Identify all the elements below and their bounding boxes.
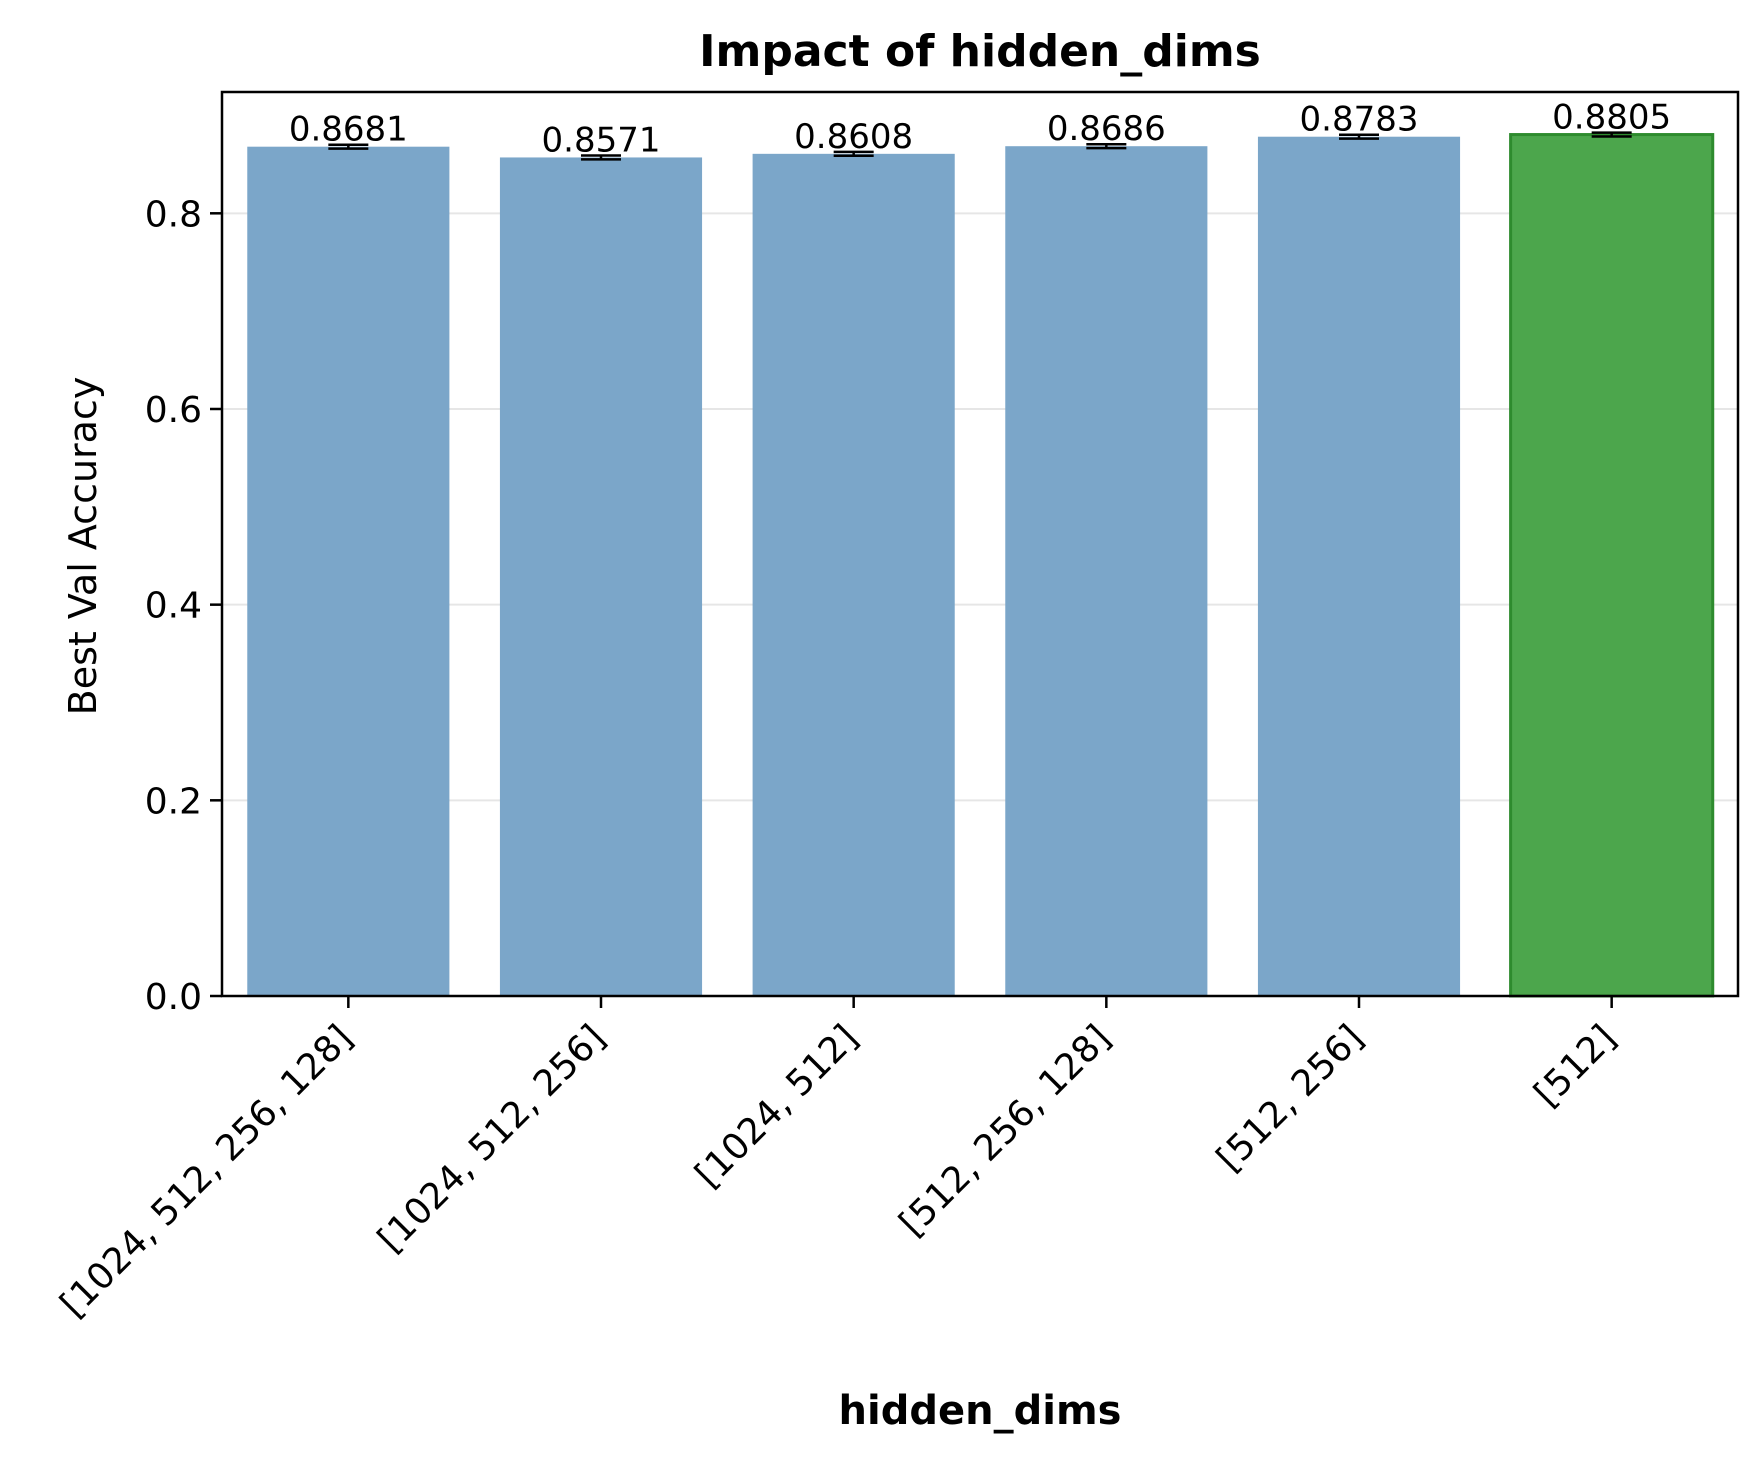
bar-value-label: 0.8783 <box>1300 100 1419 140</box>
y-tick-label: 0.2 <box>145 781 202 822</box>
x-tick-label: [1024, 512, 256] <box>370 1017 613 1260</box>
bar <box>499 157 703 996</box>
bar <box>1257 136 1461 996</box>
bar <box>1005 146 1208 996</box>
y-axis-ticks: 0.0 0.2 0.4 0.6 0.8 <box>145 194 222 1018</box>
grid-lines <box>222 212 1738 802</box>
x-tick-label: [1024, 512] <box>688 1017 866 1195</box>
bar-value-label: 0.8571 <box>542 120 661 160</box>
y-tick-label: 0.6 <box>145 390 202 431</box>
x-axis-ticks: [1024, 512, 256, 128] [1024, 512, 256] [10… <box>53 996 1624 1325</box>
x-tick-label: [512, 256] <box>1209 1017 1371 1179</box>
x-tick-label: [512, 256, 128] <box>892 1017 1119 1244</box>
error-bars <box>328 131 1632 161</box>
y-axis-label: Best Val Accuracy <box>61 377 105 716</box>
y-tick-label: 0.0 <box>145 977 202 1018</box>
plot-frame <box>220 90 1740 998</box>
bar <box>247 146 450 996</box>
x-axis-label: hidden_dims <box>839 1388 1122 1434</box>
y-tick-label: 0.4 <box>145 586 202 627</box>
bar <box>752 153 955 996</box>
y-tick-label: 0.8 <box>145 194 202 235</box>
x-tick-label: [512] <box>1527 1017 1624 1114</box>
x-tick-label: [1024, 512, 256, 128] <box>53 1017 361 1325</box>
bars <box>247 133 1715 998</box>
bar-value-label: 0.8686 <box>1047 109 1166 149</box>
bar-value-label: 0.8608 <box>794 117 913 157</box>
bar-highlight <box>1509 133 1715 998</box>
chart-title: Impact of hidden_dims <box>699 26 1261 77</box>
bar-value-label: 0.8681 <box>289 110 408 150</box>
bar-value-labels: 0.8681 0.8571 0.8608 0.8686 0.8783 0.8805 <box>289 98 1671 161</box>
bar-value-label: 0.8805 <box>1552 98 1671 138</box>
